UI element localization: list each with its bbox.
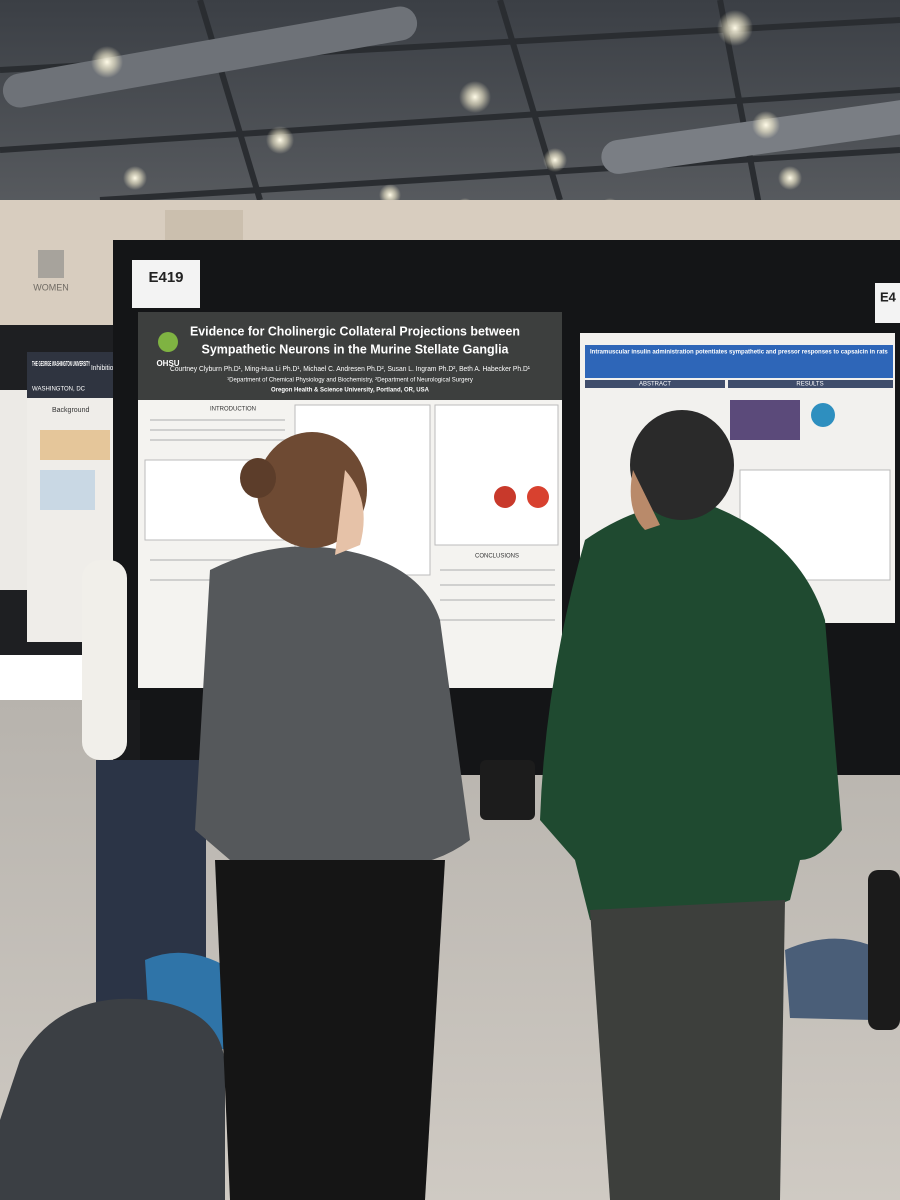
section-heading: CONCLUSIONS [475, 554, 519, 560]
pie-figure [527, 486, 549, 508]
section-heading: Background [52, 407, 89, 414]
figure [730, 400, 800, 440]
authors: Courtney Clyburn Ph.D¹, Ming-Hua Li Ph.D… [170, 366, 531, 373]
person-head [630, 410, 734, 520]
poster [0, 390, 32, 590]
poster-title: Evidence for Cholinergic Collateral Proj… [190, 324, 520, 338]
board-number-card [132, 260, 200, 308]
figure [434, 404, 559, 546]
board-number: E419 [148, 269, 183, 286]
person-background [82, 560, 127, 760]
section-heading: INTRODUCTION [210, 407, 256, 413]
institution: THE GEORGE WASHINGTON UNIVERSITY [32, 361, 90, 368]
board-number-card [875, 283, 900, 323]
section-bar [728, 380, 893, 388]
bag [480, 760, 535, 820]
restroom-icon [38, 250, 64, 278]
location: WASHINGTON, DC [32, 387, 86, 393]
poster-title: Inhibition [91, 365, 117, 372]
pie-figure [811, 403, 835, 427]
section-bar [585, 380, 725, 388]
person-jacket [195, 546, 470, 866]
person-trousers [590, 900, 785, 1200]
person-hair-bun [240, 458, 276, 498]
section-heading: RESULTS [796, 382, 823, 388]
poster-header [585, 345, 893, 378]
poster-title: Intramuscular insulin administration pot… [590, 350, 888, 356]
figure [40, 470, 95, 510]
logo-icon [158, 332, 178, 352]
jacket-on-floor [785, 938, 872, 1020]
backpack [0, 998, 225, 1200]
backpack [868, 870, 900, 1030]
affiliation: Oregon Health & Science University, Port… [271, 388, 430, 394]
duct [2, 6, 418, 108]
person-trousers [215, 860, 445, 1200]
pie-figure [494, 486, 516, 508]
person-face [630, 470, 660, 530]
poster-title: Sympathetic Neurons in the Murine Stella… [201, 342, 509, 356]
section-heading: ABSTRACT [639, 382, 671, 388]
logo: OHSU [156, 359, 179, 368]
poster-header [27, 352, 119, 398]
figure [40, 430, 110, 460]
board-number: E4 [880, 289, 897, 304]
person-jacket [540, 503, 842, 923]
restroom-sign: WOMEN [33, 282, 69, 292]
poster-header [138, 312, 562, 400]
ceiling-lights [91, 10, 814, 227]
person-face [335, 470, 364, 555]
affiliation: ¹Department of Chemical Physiology and B… [227, 378, 473, 384]
